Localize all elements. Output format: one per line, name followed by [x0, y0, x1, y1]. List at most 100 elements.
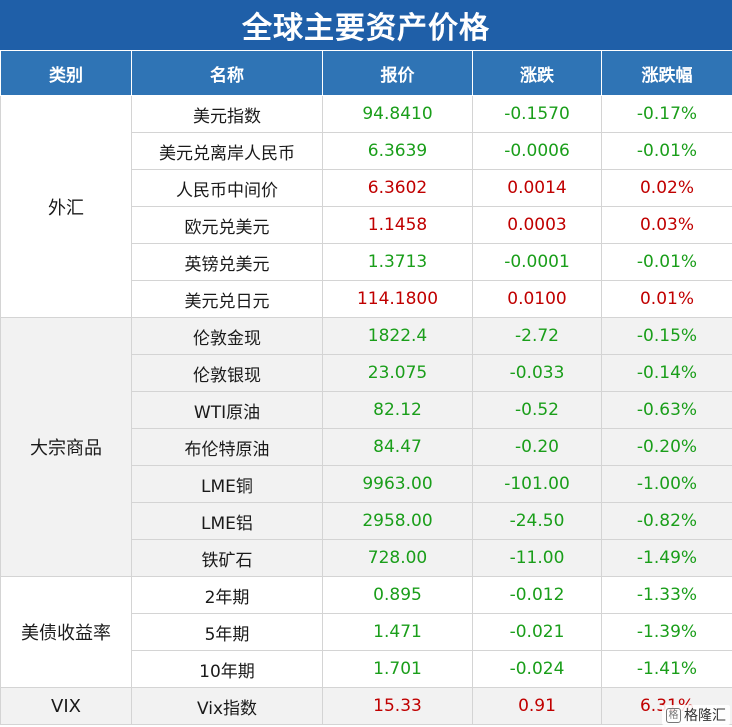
table-row: 欧元兑美元 1.1458 0.0003 0.03% — [1, 206, 732, 244]
table-row: 美债收益率 2年期 0.895 -0.012 -1.33% — [0, 576, 732, 688]
table-row: 伦敦银现 23.075 -0.033 -0.14% — [1, 354, 732, 392]
change-cell: 0.0100 — [472, 280, 602, 318]
category-cell: 大宗商品 — [0, 317, 132, 577]
table-row: 布伦特原油 84.47 -0.20 -0.20% — [1, 428, 732, 466]
header-row: 类别 名称 报价 涨跌 涨跌幅 — [0, 50, 732, 96]
change-cell: -0.033 — [472, 354, 602, 392]
name-cell: LME铜 — [131, 465, 323, 503]
price-cell: 1.701 — [322, 650, 473, 688]
table-row: 美元兑日元 114.1800 0.0100 0.01% — [1, 280, 732, 318]
table-row: 外汇 美元指数 94.8410 -0.1570 -0.17% — [0, 95, 732, 318]
change-pct-cell: 0.03% — [601, 206, 732, 244]
change-pct-cell: 0.02% — [601, 169, 732, 207]
change-cell: -0.1570 — [472, 95, 602, 133]
name-cell: 布伦特原油 — [131, 428, 323, 466]
change-cell: -11.00 — [472, 539, 602, 577]
change-pct-cell: -0.82% — [601, 502, 732, 540]
name-cell: 人民币中间价 — [131, 169, 323, 207]
price-cell: 6.3602 — [322, 169, 473, 207]
price-cell: 9963.00 — [322, 465, 473, 503]
name-cell: 伦敦金现 — [131, 317, 323, 355]
change-pct-cell: -0.01% — [601, 243, 732, 281]
asset-price-table: 类别 名称 报价 涨跌 涨跌幅 外汇 美元指数 94.8410 -0.1570 -0.1… — [0, 50, 732, 725]
change-pct-cell: -0.20% — [601, 428, 732, 466]
change-pct-cell: -1.00% — [601, 465, 732, 503]
price-cell: 15.33 — [322, 687, 473, 725]
price-cell: 114.1800 — [322, 280, 473, 318]
table-row: 英镑兑美元 1.3713 -0.0001 -0.01% — [1, 243, 732, 281]
sheet-title: 全球主要资产价格 — [0, 0, 732, 50]
name-cell: 英镑兑美元 — [131, 243, 323, 281]
table-row: 人民币中间价 6.3602 0.0014 0.02% — [1, 169, 732, 207]
table-row: WTI原油 82.12 -0.52 -0.63% — [1, 391, 732, 429]
name-cell: 铁矿石 — [131, 539, 323, 577]
change-pct-cell: -1.49% — [601, 539, 732, 577]
table-body: 外汇 美元指数 94.8410 -0.1570 -0.17% 美元兑离岸人民币 6.3639… — [0, 95, 732, 725]
price-cell: 94.8410 — [322, 95, 473, 133]
name-cell: 欧元兑美元 — [131, 206, 323, 244]
category-cell: 外汇 — [0, 95, 132, 318]
name-cell: 5年期 — [131, 613, 323, 651]
change-cell: 0.91 — [472, 687, 602, 725]
table-row: 5年期 1.471 -0.021 -1.39% — [1, 613, 732, 651]
change-pct-cell: -0.14% — [601, 354, 732, 392]
table-row: LME铜 9963.00 -101.00 -1.00% — [1, 465, 732, 503]
name-cell: WTI原油 — [131, 391, 323, 429]
table-row: LME铝 2958.00 -24.50 -0.82% — [1, 502, 732, 540]
change-pct-cell: 0.01% — [601, 280, 732, 318]
price-cell: 1.1458 — [322, 206, 473, 244]
price-cell: 0.895 — [322, 576, 473, 614]
name-cell: 美元兑离岸人民币 — [131, 132, 323, 170]
price-cell: 1822.4 — [322, 317, 473, 355]
change-cell: -0.20 — [472, 428, 602, 466]
change-pct-cell: -1.39% — [601, 613, 732, 651]
change-cell: -0.0006 — [472, 132, 602, 170]
price-cell: 6.3639 — [322, 132, 473, 170]
change-pct-cell: -0.01% — [601, 132, 732, 170]
header-category: 类别 — [0, 50, 132, 96]
change-cell: -0.0001 — [472, 243, 602, 281]
header-price: 报价 — [322, 50, 473, 96]
name-cell: 伦敦银现 — [131, 354, 323, 392]
table-row: 大宗商品 伦敦金现 1822.4 -2.72 -0.15% — [0, 317, 732, 577]
change-cell: 0.0003 — [472, 206, 602, 244]
category-cell: VIX — [0, 687, 132, 725]
name-cell: 美元指数 — [131, 95, 323, 133]
watermark-text: 格隆汇 — [684, 708, 726, 724]
change-cell: 0.0014 — [472, 169, 602, 207]
table-row: 铁矿石 728.00 -11.00 -1.49% — [1, 539, 732, 577]
change-pct-cell: -0.63% — [601, 391, 732, 429]
price-cell: 84.47 — [322, 428, 473, 466]
price-cell: 728.00 — [322, 539, 473, 577]
change-cell: -0.52 — [472, 391, 602, 429]
change-cell: -2.72 — [472, 317, 602, 355]
change-cell: -101.00 — [472, 465, 602, 503]
change-cell: -0.024 — [472, 650, 602, 688]
brand-logo-icon: 格 — [666, 707, 681, 723]
watermark: 格 格隆汇 — [662, 705, 730, 725]
name-cell: 美元兑日元 — [131, 280, 323, 318]
name-cell: 2年期 — [131, 576, 323, 614]
table-row: 10年期 1.701 -0.024 -1.41% — [1, 650, 732, 688]
change-cell: -24.50 — [472, 502, 602, 540]
change-pct-cell: -1.33% — [601, 576, 732, 614]
price-cell: 23.075 — [322, 354, 473, 392]
change-pct-cell: -1.41% — [601, 650, 732, 688]
change-cell: -0.012 — [472, 576, 602, 614]
change-cell: -0.021 — [472, 613, 602, 651]
header-change: 涨跌 — [472, 50, 602, 96]
change-pct-cell: -0.17% — [601, 95, 732, 133]
price-cell: 82.12 — [322, 391, 473, 429]
name-cell: LME铝 — [131, 502, 323, 540]
price-cell: 1.471 — [322, 613, 473, 651]
price-cell: 1.3713 — [322, 243, 473, 281]
category-cell: 美债收益率 — [0, 576, 132, 688]
header-change-pct: 涨跌幅 — [601, 50, 732, 96]
price-cell: 2958.00 — [322, 502, 473, 540]
change-pct-cell: -0.15% — [601, 317, 732, 355]
name-cell: 10年期 — [131, 650, 323, 688]
name-cell: Vix指数 — [131, 687, 323, 725]
table-row: 美元兑离岸人民币 6.3639 -0.0006 -0.01% — [1, 132, 732, 170]
